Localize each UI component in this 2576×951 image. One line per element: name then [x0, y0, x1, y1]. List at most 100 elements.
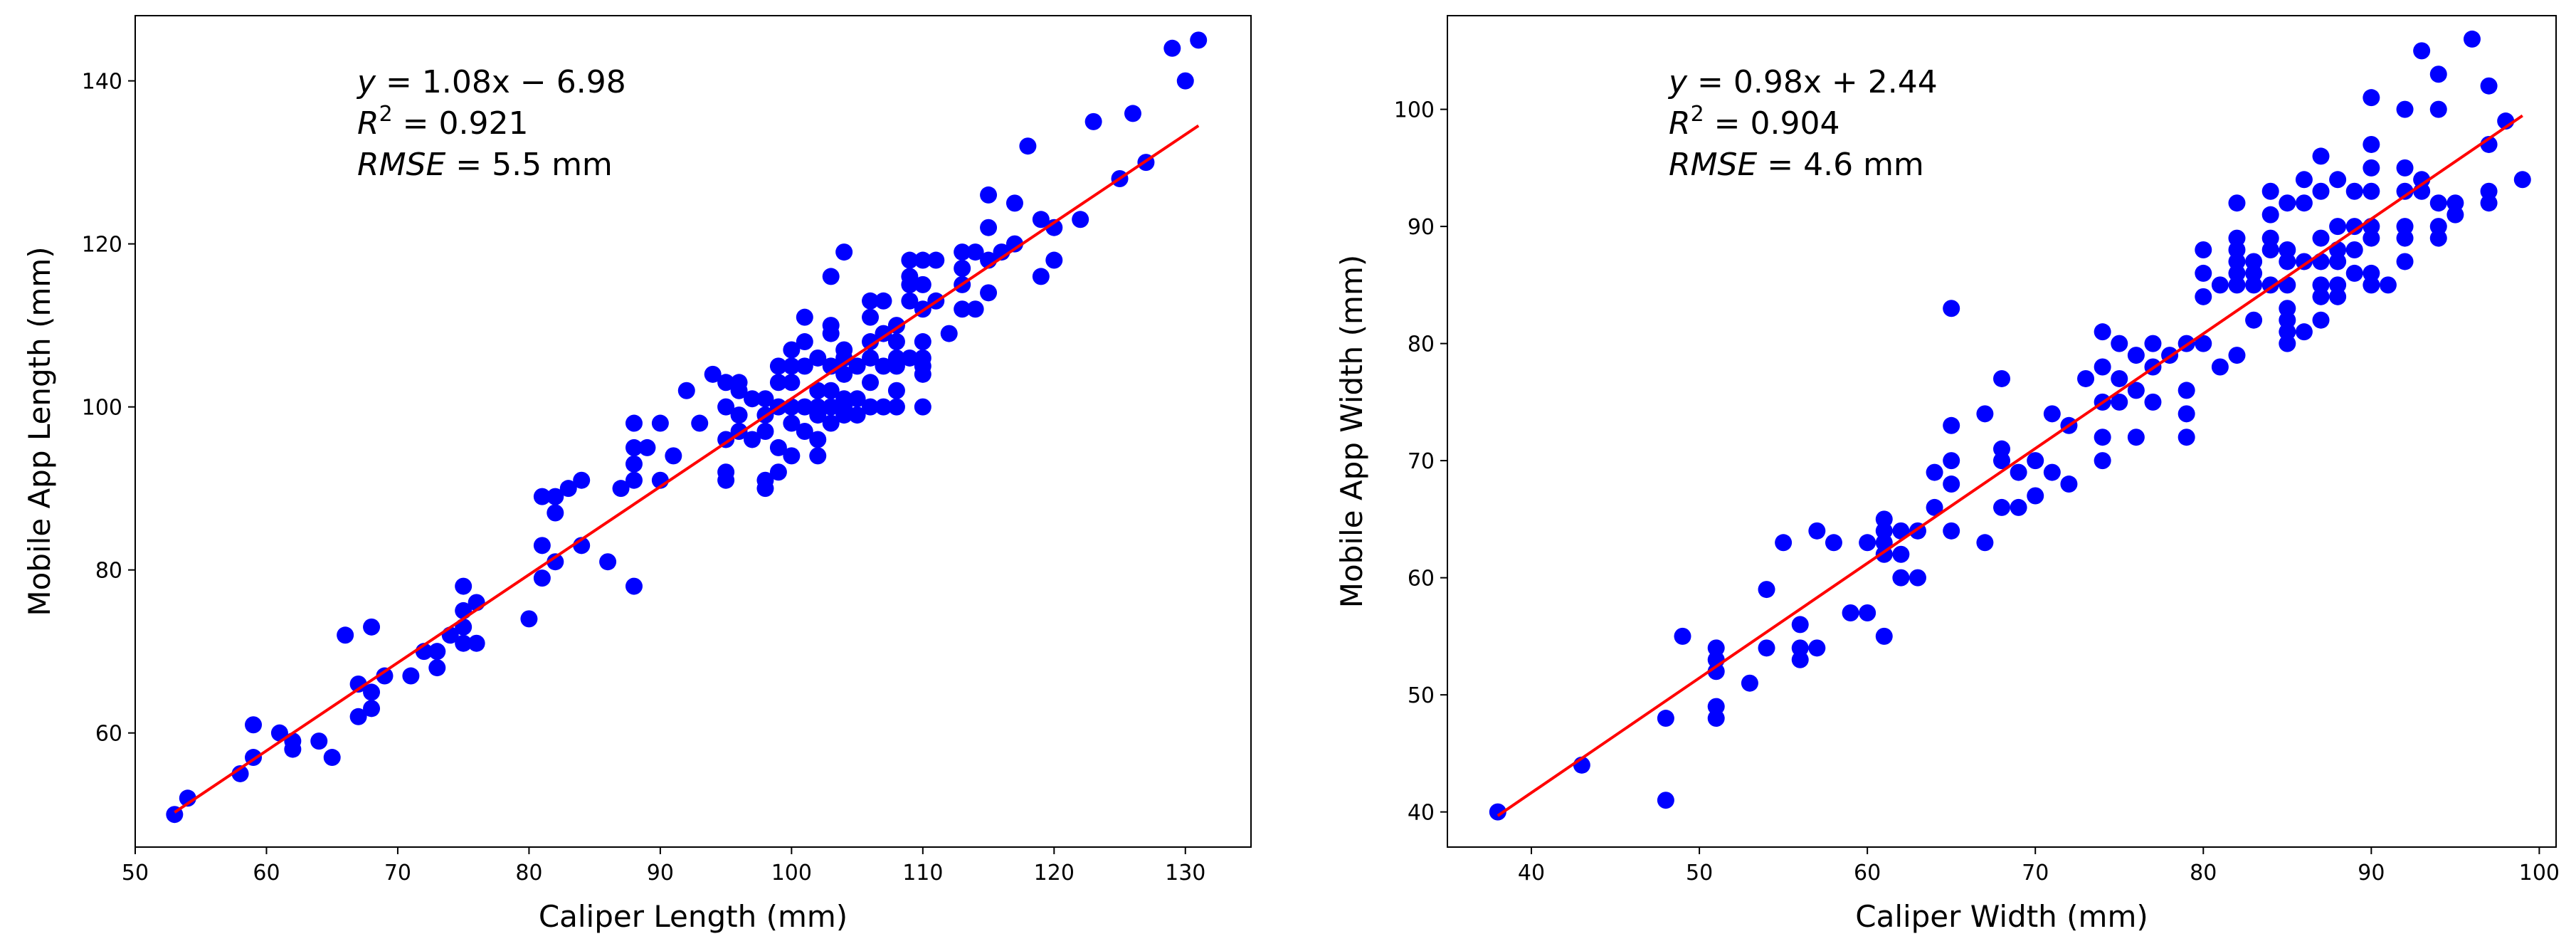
- left-x-tick-label: 120: [1034, 861, 1075, 886]
- right-data-point: [2178, 405, 2195, 423]
- right-data-point: [1791, 616, 1809, 634]
- left-data-point: [783, 341, 801, 359]
- left-data-point: [901, 268, 919, 285]
- right-data-point: [2413, 42, 2431, 60]
- left-data-point: [980, 219, 998, 236]
- right-data-point: [2329, 253, 2347, 270]
- left-data-point: [914, 275, 931, 293]
- left-data-point: [455, 577, 473, 595]
- right-data-point: [2379, 276, 2397, 294]
- right-data-point: [2228, 253, 2246, 270]
- right-data-point: [2245, 311, 2263, 329]
- left-data-point: [954, 300, 971, 318]
- right-data-point: [2094, 323, 2111, 341]
- right-data-point: [2245, 276, 2263, 294]
- left-data-point: [914, 333, 931, 351]
- right-rmse-lhs: RMSE: [1669, 147, 1757, 183]
- right-data-point: [2329, 171, 2347, 189]
- right-y-tick-label: 40: [1408, 801, 1435, 826]
- left-data-point: [835, 365, 853, 383]
- left-data-point: [363, 618, 381, 636]
- left-x-tick-label: 70: [384, 861, 411, 886]
- left-x-tick-label: 90: [647, 861, 674, 886]
- right-data-point: [1707, 710, 1725, 727]
- right-data-point: [1875, 510, 1893, 528]
- right-x-tick-label: 90: [2358, 861, 2385, 886]
- right-data-point: [1842, 604, 1859, 621]
- left-rmse-rhs: = 5.5 mm: [445, 147, 613, 183]
- right-data-point: [2413, 171, 2431, 189]
- left-x-axis-label: Caliper Length (mm): [539, 899, 848, 934]
- right-x-tick-label: 70: [2022, 861, 2049, 886]
- right-data-point: [2279, 253, 2296, 270]
- left-r2-text: R2 = 0.921: [357, 102, 528, 142]
- left-data-point: [520, 610, 538, 628]
- right-data-point: [2111, 393, 2128, 411]
- left-data-point: [966, 243, 984, 261]
- right-y-tick-label: 90: [1408, 215, 1435, 240]
- right-data-point: [2345, 264, 2363, 282]
- right-data-point: [2111, 369, 2128, 387]
- right-data-point: [2279, 241, 2296, 259]
- right-data-point: [1993, 369, 2010, 387]
- right-data-point: [1707, 698, 1725, 715]
- right-equation-text: y = 0.98x + 2.44: [1667, 64, 1938, 100]
- left-data-point: [822, 317, 840, 335]
- right-data-point: [2295, 194, 2313, 212]
- right-data-point: [2127, 382, 2145, 399]
- left-data-point: [769, 438, 787, 456]
- right-data-point: [2329, 241, 2347, 259]
- right-data-point: [2060, 476, 2078, 493]
- left-data-point: [914, 251, 931, 269]
- right-data-point: [2329, 276, 2347, 294]
- right-data-point: [2178, 429, 2195, 446]
- right-axes-frame: [1447, 15, 2557, 848]
- right-data-point: [1892, 522, 1910, 540]
- right-data-point: [2245, 264, 2263, 282]
- right-r2-rhs: = 0.904: [1704, 105, 1840, 142]
- right-data-point: [2446, 206, 2464, 224]
- right-data-point: [2211, 276, 2229, 294]
- right-y-axis-label: Mobile App Width (mm): [1334, 255, 1369, 609]
- left-data-point: [809, 431, 827, 448]
- left-data-point: [809, 447, 827, 465]
- left-data-point: [665, 447, 682, 465]
- left-data-point: [533, 537, 551, 555]
- right-data-point: [2429, 100, 2447, 118]
- left-data-point: [625, 414, 643, 432]
- right-regression-line: [1496, 114, 2523, 817]
- right-data-point: [1875, 522, 1893, 540]
- right-data-point: [2195, 335, 2212, 352]
- right-data-point: [2329, 218, 2347, 236]
- left-data-point: [638, 438, 656, 456]
- right-data-point: [1993, 498, 2010, 516]
- left-data-point: [848, 390, 866, 408]
- left-r2-rhs: = 0.921: [393, 105, 529, 142]
- left-data-point: [1045, 251, 1063, 269]
- right-data-point: [1758, 639, 1775, 657]
- left-data-point: [547, 488, 564, 505]
- left-data-point: [1072, 211, 1089, 228]
- right-data-point: [1926, 498, 1943, 516]
- left-data-point: [875, 325, 892, 342]
- left-data-point: [677, 382, 695, 399]
- right-data-point: [2396, 218, 2414, 236]
- left-data-point: [862, 349, 880, 367]
- left-data-point: [1084, 112, 1102, 130]
- left-data-point: [796, 357, 813, 375]
- left-data-point: [756, 390, 774, 408]
- right-data-point: [1943, 522, 1960, 540]
- left-data-point: [599, 553, 617, 571]
- right-data-point: [2429, 194, 2447, 212]
- left-axes-frame: [134, 15, 1252, 848]
- right-data-point: [2279, 300, 2296, 317]
- left-data-point: [875, 292, 892, 310]
- right-equation-rhs: = 0.98x + 2.44: [1687, 64, 1938, 100]
- left-y-tick-label: 100: [82, 396, 122, 421]
- left-data-point: [717, 463, 735, 481]
- left-data-point: [363, 683, 381, 701]
- right-data-point: [2363, 159, 2380, 177]
- left-data-point: [376, 667, 394, 685]
- left-data-point: [468, 634, 485, 652]
